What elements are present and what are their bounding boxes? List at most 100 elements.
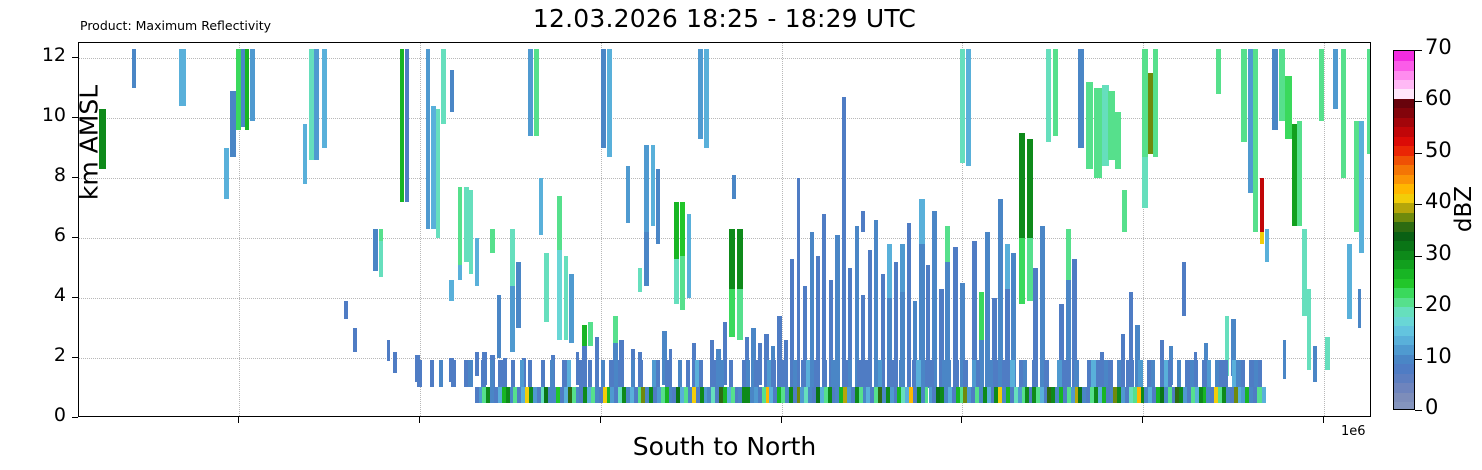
reflectivity-cell (1241, 49, 1248, 142)
reflectivity-cell (945, 262, 951, 388)
reflectivity-cell (1247, 49, 1253, 193)
colorbar[interactable] (1393, 50, 1415, 410)
reflectivity-cell (633, 386, 638, 403)
reflectivity-cell (1272, 49, 1278, 130)
y-tick-mark (72, 117, 78, 118)
reflectivity-cell (711, 359, 716, 387)
reflectivity-cell (1018, 359, 1024, 387)
reflectivity-cell (673, 259, 679, 304)
reflectivity-cell (496, 295, 502, 358)
reflectivity-cell (932, 211, 937, 388)
reflectivity-cell (1095, 359, 1100, 387)
reflectivity-cell (839, 386, 844, 403)
x-tick-mark (600, 417, 602, 423)
reflectivity-cell (1033, 268, 1038, 388)
reflectivity-cell (617, 359, 623, 387)
reflectivity-cell (1074, 359, 1079, 387)
reflectivity-cell (1285, 76, 1292, 139)
reflectivity-cell (490, 386, 495, 403)
colorbar-tick-mark (1415, 358, 1422, 360)
reflectivity-cell (765, 386, 770, 403)
reflectivity-cell (677, 359, 682, 387)
reflectivity-cell (1282, 340, 1287, 379)
reflectivity-cell (457, 187, 463, 265)
reflectivity-cell (886, 359, 891, 387)
reflectivity-cell (792, 386, 797, 403)
reflectivity-cell (1104, 359, 1109, 387)
reflectivity-cell (1297, 121, 1302, 226)
reflectivity-cell (801, 359, 806, 387)
gridline-horizontal (79, 58, 1370, 59)
reflectivity-cell (812, 386, 816, 403)
reflectivity-cell (854, 386, 859, 403)
reflectivity-cell (1156, 386, 1160, 403)
reflectivity-cell (610, 386, 615, 403)
reflectivity-cell (609, 359, 614, 387)
reflectivity-cell (835, 235, 840, 388)
reflectivity-cell (1181, 262, 1186, 316)
reflectivity-cell (601, 49, 606, 148)
reflectivity-cell (1245, 386, 1250, 403)
reflectivity-cell (790, 259, 795, 388)
reflectivity-cell (1231, 319, 1237, 376)
reflectivity-cell (916, 359, 921, 387)
reflectivity-cell (707, 386, 712, 403)
reflectivity-cell (1253, 49, 1258, 232)
reflectivity-cell (936, 386, 941, 403)
reflectivity-cell (1187, 386, 1191, 403)
reflectivity-cell (920, 386, 925, 403)
reflectivity-cell (1086, 82, 1093, 169)
reflectivity-cell (1019, 238, 1026, 304)
reflectivity-cell (742, 386, 747, 403)
reflectivity-cell (955, 386, 960, 403)
reflectivity-cell (509, 286, 515, 352)
colorbar-band (1394, 136, 1414, 147)
reflectivity-cell (457, 265, 463, 280)
reflectivity-cell (474, 386, 479, 403)
reflectivity-cell (711, 386, 716, 403)
reflectivity-cell (673, 202, 679, 259)
reflectivity-cell (1225, 386, 1230, 403)
reflectivity-cell (245, 49, 250, 130)
reflectivity-cell (746, 386, 751, 403)
reflectivity-cell (822, 214, 827, 388)
reflectivity-cell (1366, 49, 1370, 154)
reflectivity-cell (1138, 359, 1143, 387)
reflectivity-cell (1026, 238, 1033, 301)
reflectivity-cell (757, 343, 762, 385)
reflectivity-cell (1136, 386, 1141, 403)
reflectivity-cell (353, 328, 357, 352)
reflectivity-cell (1066, 386, 1071, 403)
colorbar-band (1394, 145, 1414, 156)
reflectivity-cell (1215, 49, 1221, 94)
y-tick-mark (72, 57, 78, 58)
reflectivity-cell (698, 359, 704, 387)
reflectivity-cell (430, 359, 435, 387)
reflectivity-cell (1125, 386, 1129, 403)
reflectivity-cell (831, 359, 836, 387)
reflectivity-cell (909, 386, 913, 403)
reflectivity-cell (464, 187, 469, 262)
reflectivity-cell (861, 211, 866, 232)
reflectivity-cell (1152, 386, 1157, 403)
chart-title: 12.03.2026 18:25 - 18:29 UTC (532, 4, 917, 33)
plot-area[interactable] (78, 42, 1371, 417)
reflectivity-cell (249, 49, 255, 121)
reflectivity-cell (796, 386, 801, 403)
reflectivity-cell (843, 359, 849, 387)
reflectivity-cell (900, 244, 905, 292)
reflectivity-cell (1039, 386, 1044, 403)
reflectivity-cell (494, 386, 498, 403)
reflectivity-cell (989, 359, 994, 387)
reflectivity-cell (1206, 386, 1211, 403)
colorbar-band (1394, 79, 1414, 90)
reflectivity-cell (579, 386, 584, 403)
reflectivity-cell (594, 386, 599, 403)
reflectivity-cell (509, 386, 514, 403)
reflectivity-cell (588, 322, 593, 346)
reflectivity-cell (982, 386, 987, 403)
reflectivity-cell (322, 49, 327, 148)
colorbar-tick-mark (1415, 152, 1422, 154)
reflectivity-cell (1072, 259, 1078, 388)
reflectivity-cell (729, 289, 736, 337)
